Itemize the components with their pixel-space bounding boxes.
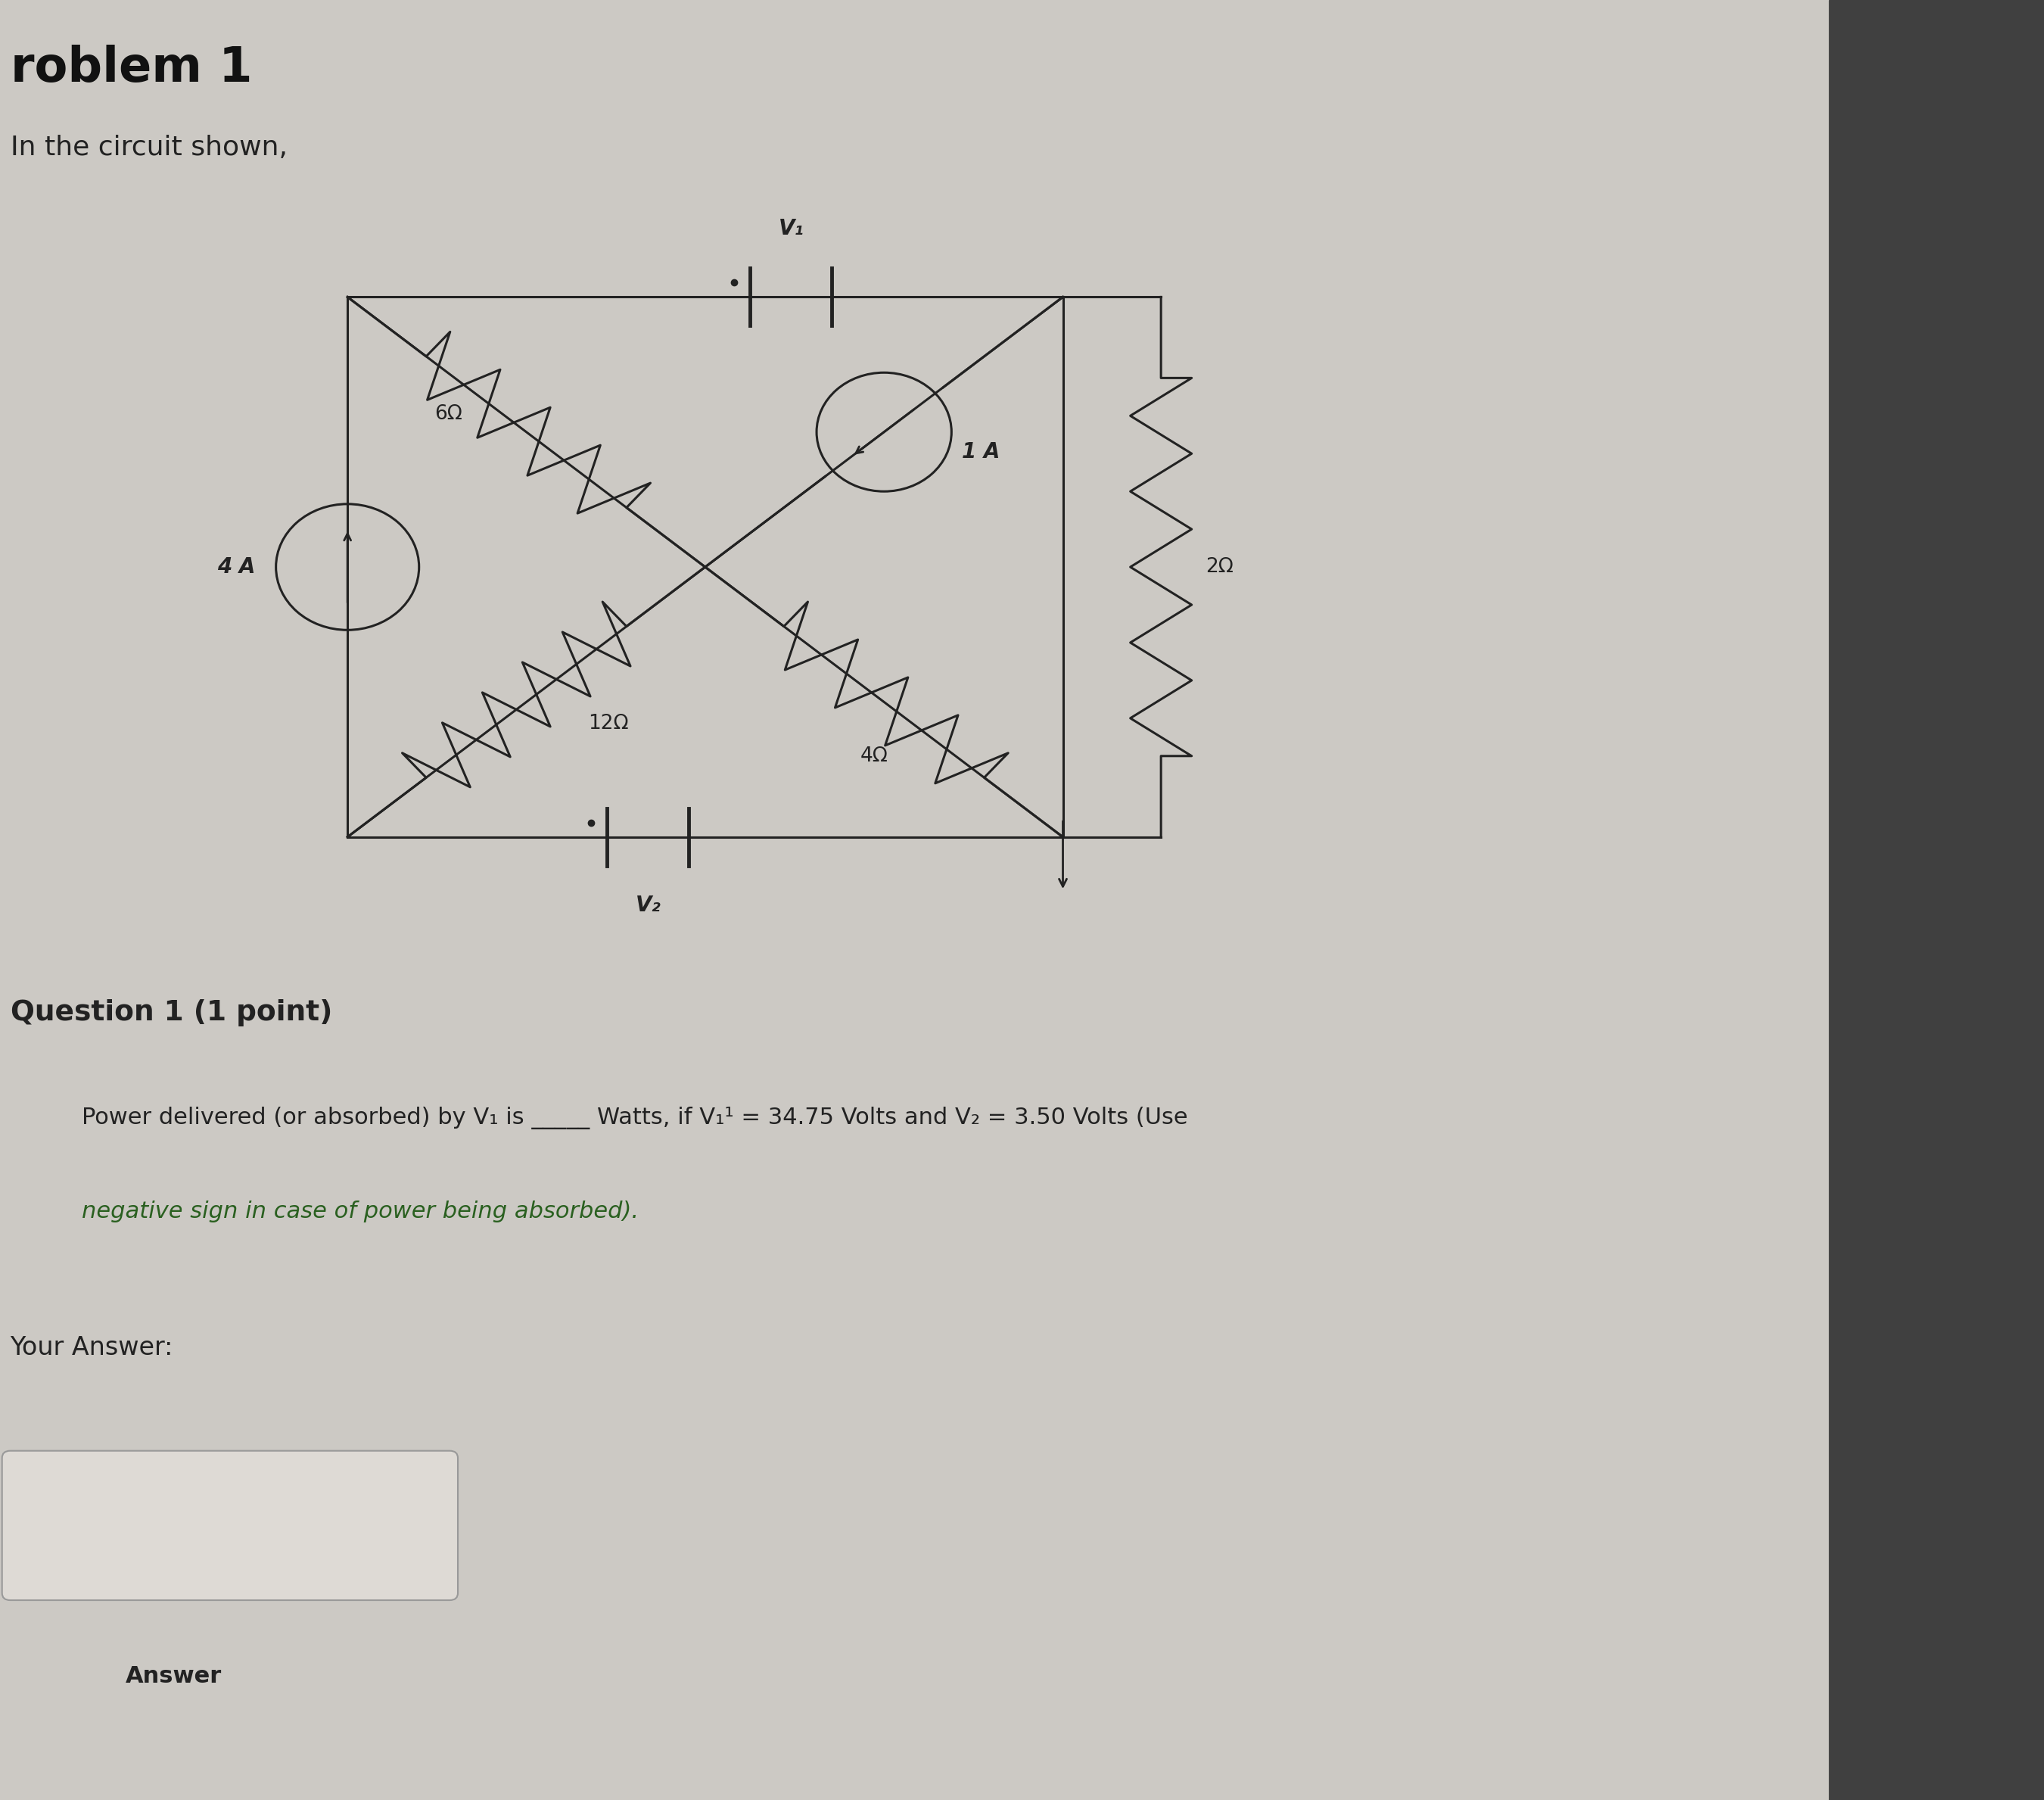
Text: Power delivered (or absorbed) by V₁ is _____ Watts, if V₁¹ = 34.75 Volts and V₂ : Power delivered (or absorbed) by V₁ is _… xyxy=(82,1107,1188,1130)
Text: negative sign in case of power being absorbed).: negative sign in case of power being abs… xyxy=(82,1201,640,1222)
Text: Question 1 (1 point): Question 1 (1 point) xyxy=(10,999,331,1026)
Text: 1 A: 1 A xyxy=(963,441,1000,463)
Text: V₂: V₂ xyxy=(636,895,660,916)
FancyBboxPatch shape xyxy=(2,1451,458,1600)
Text: In the circuit shown,: In the circuit shown, xyxy=(10,135,288,160)
Text: 4Ω: 4Ω xyxy=(861,747,887,765)
Text: roblem 1: roblem 1 xyxy=(10,45,251,92)
Text: 2Ω: 2Ω xyxy=(1206,558,1235,576)
Text: 6Ω: 6Ω xyxy=(435,405,462,423)
Text: 4 A: 4 A xyxy=(217,556,256,578)
Text: V₁: V₁ xyxy=(779,218,803,239)
Text: Your Answer:: Your Answer: xyxy=(10,1336,174,1361)
Bar xyxy=(1829,0,2044,1800)
Text: Answer: Answer xyxy=(125,1665,223,1687)
Text: 12Ω: 12Ω xyxy=(589,715,628,733)
